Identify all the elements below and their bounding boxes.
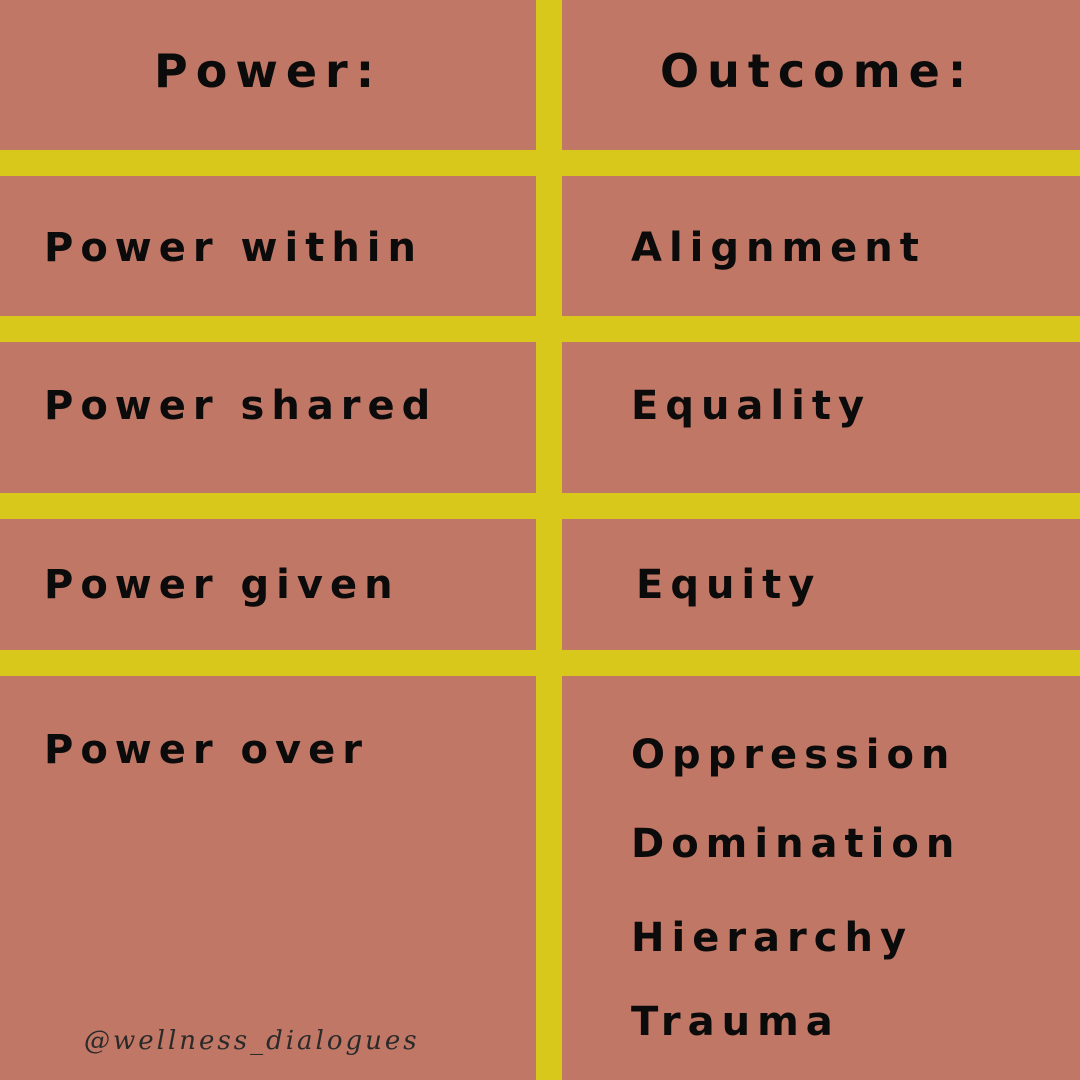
- power-cell: Power given: [44, 562, 400, 608]
- column-divider: [536, 0, 562, 1080]
- power-column-header: Power:: [154, 44, 383, 98]
- outcome-cell: Equality: [631, 383, 872, 429]
- outcome-column-header: Outcome:: [660, 44, 975, 98]
- power-cell: Power shared: [44, 383, 438, 429]
- outcome-cell: Hierarchy: [631, 915, 914, 961]
- power-cell: Power within: [44, 225, 423, 271]
- power-cell: Power over: [44, 727, 369, 773]
- row-divider: [0, 316, 1080, 342]
- outcome-cell: Trauma: [631, 999, 840, 1045]
- row-divider: [0, 493, 1080, 519]
- watermark-handle: @wellness_dialogues: [84, 1026, 420, 1056]
- row-divider: [0, 650, 1080, 676]
- outcome-cell: Domination: [631, 821, 962, 867]
- outcome-cell: Oppression: [631, 732, 957, 778]
- row-divider: [0, 150, 1080, 176]
- outcome-cell: Alignment: [631, 225, 926, 271]
- outcome-cell: Equity: [636, 562, 822, 608]
